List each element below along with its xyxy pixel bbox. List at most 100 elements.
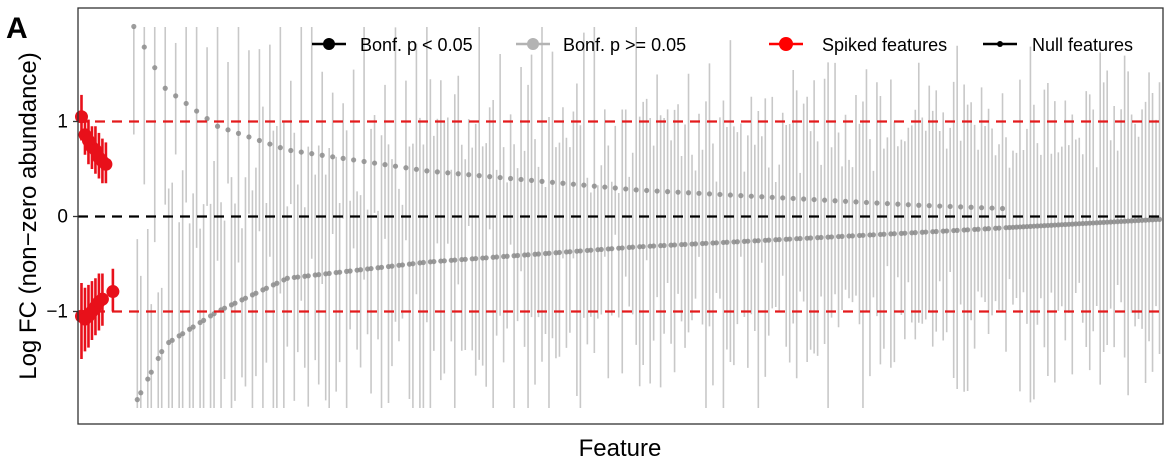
null-feature-point <box>832 198 838 204</box>
null-feature-point <box>420 259 426 266</box>
null-feature-point <box>581 182 587 188</box>
null-feature-point <box>277 145 283 151</box>
null-feature-point <box>424 168 430 174</box>
null-feature-point <box>692 241 699 247</box>
legend: Bonf. p < 0.05 Bonf. p >= 0.05 Spiked fe… <box>312 35 1133 55</box>
spiked-feature-point <box>99 157 113 171</box>
null-feature-point <box>267 141 273 147</box>
null-feature-point <box>246 134 252 140</box>
null-feature-point <box>298 149 304 155</box>
null-feature-point <box>895 201 901 207</box>
null-feature-point <box>902 230 908 236</box>
null-feature-point <box>274 280 280 286</box>
null-feature-point <box>884 200 890 207</box>
null-feature-point <box>577 248 583 254</box>
null-feature-point <box>316 272 322 278</box>
null-feature-point <box>514 252 521 259</box>
panel-label: A <box>6 12 28 45</box>
null-feature-point <box>644 187 650 194</box>
null-feature-point <box>131 23 137 30</box>
null-feature-point <box>734 239 740 245</box>
null-feature-point <box>337 269 343 275</box>
null-feature-point <box>497 174 503 181</box>
null-feature-point <box>483 255 489 261</box>
null-feature-point <box>518 176 524 183</box>
null-feature-point <box>661 242 667 249</box>
null-feature-point <box>748 193 754 199</box>
null-feature-point <box>560 180 566 186</box>
null-feature-point <box>371 160 378 166</box>
legend-label-null: Null features <box>1032 35 1133 55</box>
null-feature-point <box>466 172 472 178</box>
null-feature-point <box>675 189 681 195</box>
null-feature-point <box>842 198 849 204</box>
null-feature-point <box>546 250 552 256</box>
null-feature-point <box>696 190 702 196</box>
null-feature-point <box>494 254 500 260</box>
null-feature-point <box>860 232 866 238</box>
null-feature-point <box>309 151 315 157</box>
null-feature-point <box>685 190 692 196</box>
null-feature-point <box>284 275 290 281</box>
null-feature-point <box>190 324 196 330</box>
null-feature-point <box>640 243 646 250</box>
null-feature-point <box>368 265 374 272</box>
spiked-feature-point <box>106 285 120 299</box>
null-feature-point <box>169 337 175 343</box>
null-feature-point <box>134 397 140 403</box>
null-feature-point <box>539 178 545 184</box>
null-feature-point <box>978 205 985 211</box>
legend-key-point-nonsignificant <box>527 38 539 50</box>
null-feature-point <box>671 242 678 248</box>
y-tick-label-1: 0 <box>57 207 68 228</box>
null-feature-point <box>455 171 461 177</box>
null-feature-point <box>874 200 880 206</box>
null-feature-point <box>253 290 259 296</box>
null-feature-point <box>828 234 835 240</box>
null-feature-point <box>682 241 688 248</box>
null-feature-point <box>152 65 158 71</box>
null-feature-point <box>588 247 594 253</box>
null-feature-point <box>965 227 971 233</box>
legend-key-point-significant <box>323 38 335 50</box>
null-feature-point <box>968 204 974 210</box>
null-feature-point <box>351 157 357 163</box>
null-feature-point <box>766 237 772 243</box>
null-feature-point <box>651 243 657 249</box>
null-feature-point <box>399 262 406 268</box>
null-feature-point <box>933 228 939 235</box>
null-feature-point <box>138 390 144 396</box>
null-feature-point <box>155 355 161 362</box>
legend-label-spiked: Spiked features <box>822 35 947 55</box>
spiked-feature-point <box>95 292 109 306</box>
null-feature-point <box>619 245 625 251</box>
null-feature-point <box>549 179 556 185</box>
null-feature-point <box>881 231 887 237</box>
null-feature-point <box>717 191 723 198</box>
null-feature-point <box>724 239 730 245</box>
null-feature-point <box>162 85 168 91</box>
null-feature-point <box>797 235 803 242</box>
null-feature-point <box>330 154 336 160</box>
null-feature-point <box>738 193 744 199</box>
null-feature-point <box>790 195 796 202</box>
null-feature-point <box>989 205 995 211</box>
x-axis-title: Feature <box>579 435 662 462</box>
null-feature-point <box>944 228 950 234</box>
null-feature-point <box>242 295 249 301</box>
null-feature-point <box>759 194 765 200</box>
null-feature-point <box>305 273 311 279</box>
y-axis-title: Log FC (non−zero abundance) <box>15 52 42 380</box>
null-feature-point <box>612 185 618 191</box>
null-feature-point <box>609 246 615 252</box>
null-feature-point <box>745 238 751 244</box>
null-feature-point <box>776 236 782 243</box>
null-feature-point <box>630 244 636 250</box>
null-feature-point <box>598 246 604 253</box>
null-feature-point <box>706 191 713 197</box>
null-feature-point <box>232 300 238 306</box>
null-feature-point <box>912 230 918 236</box>
null-feature-point <box>570 181 577 187</box>
null-feature-point <box>602 184 608 190</box>
